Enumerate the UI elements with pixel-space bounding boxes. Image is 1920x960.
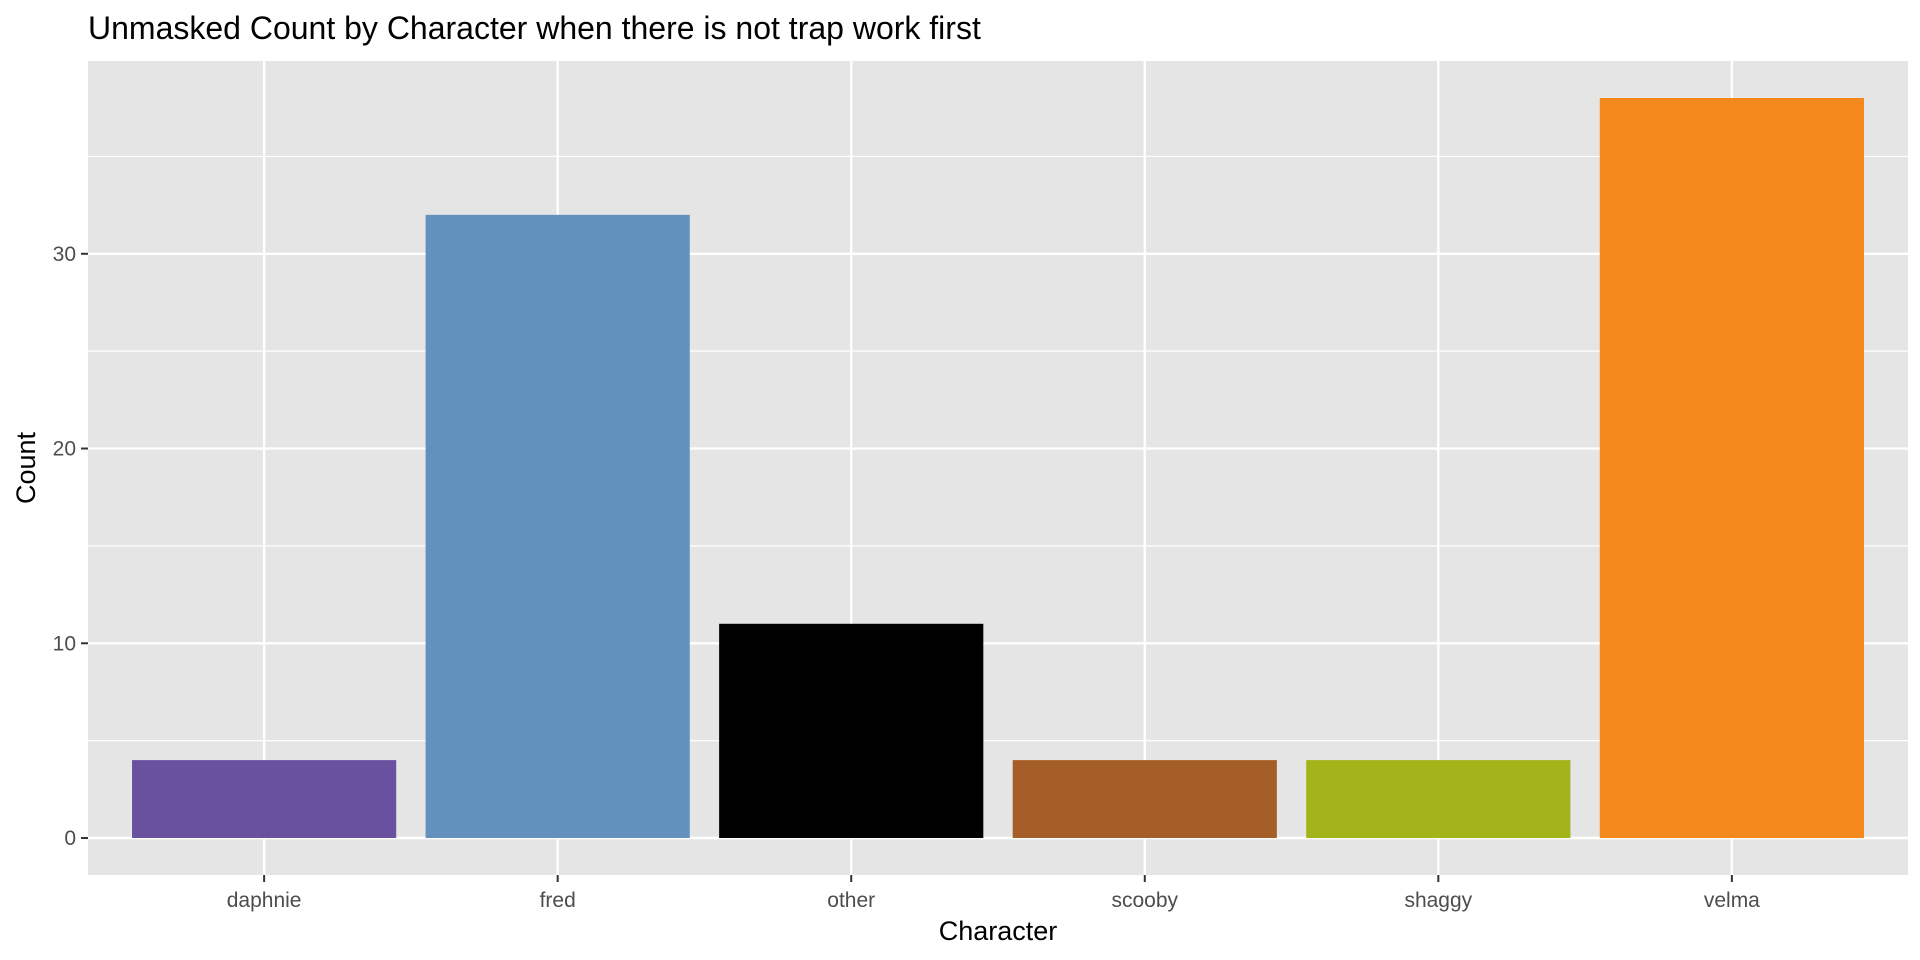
bar-other xyxy=(719,623,984,838)
x-tick-label-other: other xyxy=(827,889,875,912)
x-tick-label-fred: fred xyxy=(540,889,576,912)
x-tick-label-scooby: scooby xyxy=(1112,889,1179,912)
x-tick-label-daphnie: daphnie xyxy=(227,889,302,912)
y-axis-title: Count xyxy=(11,431,41,504)
bar-velma xyxy=(1599,98,1864,838)
bar-shaggy xyxy=(1306,760,1571,838)
x-tick-label-shaggy: shaggy xyxy=(1404,889,1472,912)
y-tick-label: 10 xyxy=(53,632,76,655)
y-tick-label: 20 xyxy=(53,438,76,461)
bars xyxy=(132,98,1864,838)
bar-fred xyxy=(425,214,690,838)
chart-title: Unmasked Count by Character when there i… xyxy=(88,10,981,46)
x-axis-title: Character xyxy=(939,916,1058,946)
x-axis: daphnie fred other scooby shaggy velma xyxy=(227,875,1760,912)
bar-scooby xyxy=(1012,760,1277,838)
x-tick-label-velma: velma xyxy=(1704,889,1760,912)
y-axis: 0 10 20 30 xyxy=(53,243,88,850)
y-tick-label: 0 xyxy=(64,827,76,850)
y-tick-label: 30 xyxy=(53,243,76,266)
bar-daphnie xyxy=(132,760,397,838)
